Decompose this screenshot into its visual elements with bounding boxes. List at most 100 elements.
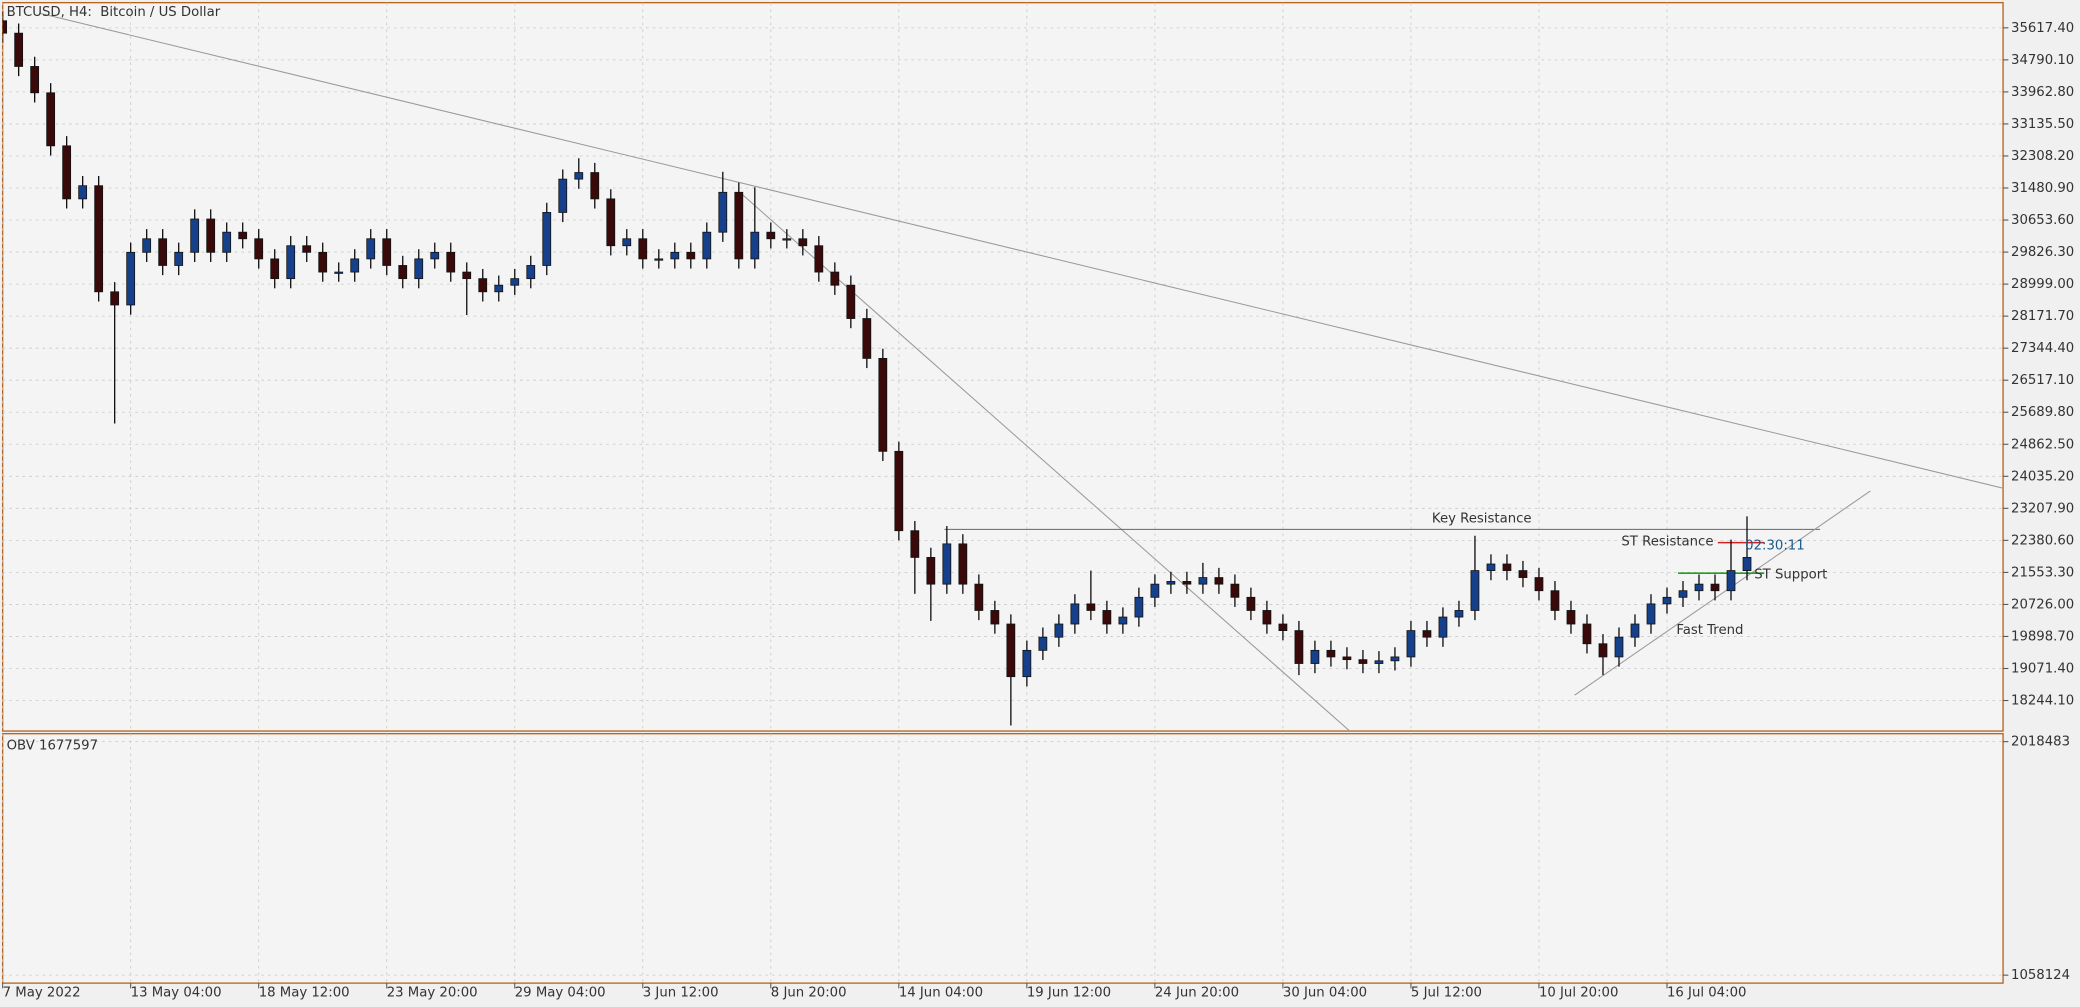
- candle-body: [638, 238, 648, 260]
- candle-body: [718, 191, 728, 233]
- candle-body: [1230, 583, 1240, 598]
- x-tick-label: 24 Jun 20:00: [1155, 985, 1239, 1000]
- candle-body: [190, 218, 200, 253]
- candle-body: [606, 198, 616, 247]
- x-tick-label: 14 Jun 04:00: [899, 985, 983, 1000]
- candle-body: [830, 271, 840, 286]
- candle-body: [1726, 570, 1736, 592]
- candle-body: [2, 20, 8, 34]
- y-tick-label: 1058124: [2011, 968, 2070, 983]
- candle-body: [222, 231, 232, 253]
- obv-panel: [1, 733, 2004, 984]
- candle-body: [286, 245, 296, 280]
- y-tick-label: 18244.10: [2011, 694, 2074, 709]
- candle-body: [798, 238, 808, 247]
- candle-body: [414, 258, 424, 280]
- candle-body: [1566, 610, 1576, 625]
- x-tick-label: 13 May 04:00: [131, 985, 222, 1000]
- x-tick-label: 10 Jul 20:00: [1539, 985, 1618, 1000]
- axes: 35617.40 34790.10 33962.80 33135.50 32308.20…: [2, 21, 2074, 1000]
- candle-body: [622, 238, 632, 247]
- y-tick-label: 35617.40: [2011, 21, 2074, 36]
- candle-body: [1358, 659, 1368, 664]
- candle-body: [990, 610, 1000, 625]
- candle-body: [1614, 636, 1624, 658]
- y-tick-label: 34790.10: [2011, 53, 2074, 68]
- candle-body: [1342, 656, 1352, 661]
- candle-body: [1054, 623, 1064, 638]
- annotation: Fast Trend: [1676, 623, 1743, 638]
- x-tick-label: 3 Jun 12:00: [643, 985, 719, 1000]
- candle-body: [1326, 649, 1336, 658]
- candle-body: [94, 185, 104, 293]
- candle-body: [1454, 610, 1464, 618]
- candle-body: [30, 66, 40, 94]
- candle-body: [1198, 577, 1208, 585]
- drawings: [39, 12, 2004, 732]
- candle-body: [1150, 583, 1160, 598]
- y-tick-label: 28171.70: [2011, 309, 2074, 324]
- candle-body: [1470, 570, 1480, 611]
- candle-body: [1678, 590, 1688, 598]
- timer: 02:30:11: [1745, 538, 1805, 553]
- x-tick-label: 7 May 2022: [3, 985, 81, 1000]
- candle-body: [126, 251, 136, 306]
- y-tick-label: 2018483: [2011, 735, 2070, 750]
- candle-body: [350, 258, 360, 273]
- candle-body: [1438, 616, 1448, 638]
- x-tick-label: 16 Jul 04:00: [1667, 985, 1746, 1000]
- y-tick-label: 19071.40: [2011, 661, 2074, 676]
- candle-body: [734, 191, 744, 260]
- price-panel: [1, 1, 2004, 732]
- candle-body: [558, 178, 568, 213]
- candle-body: [334, 271, 344, 274]
- candle-body: [1374, 660, 1384, 664]
- chart-title: BTCUSD, H4: Bitcoin / US Dollar: [7, 5, 221, 20]
- candle-body: [254, 238, 264, 260]
- candle-body: [238, 231, 248, 240]
- candle-body: [1534, 577, 1544, 592]
- x-tick-label: 23 May 20:00: [387, 985, 478, 1000]
- candle-body: [958, 543, 968, 585]
- candle-body: [302, 245, 312, 253]
- candle-body: [574, 172, 584, 180]
- y-tick-label: 30653.60: [2011, 213, 2074, 228]
- candle-body: [1518, 570, 1528, 578]
- x-tick-label: 19 Jun 12:00: [1027, 985, 1111, 1000]
- candle-body: [1294, 630, 1304, 664]
- candle-body: [1086, 603, 1096, 611]
- candle-body: [366, 238, 376, 260]
- candle-body: [494, 284, 504, 293]
- candle-body: [1646, 603, 1656, 625]
- candle-body: [862, 318, 872, 359]
- candle-body: [750, 231, 760, 260]
- candle-body: [462, 271, 472, 280]
- candle-body: [1118, 616, 1128, 625]
- y-tick-label: 24035.20: [2011, 469, 2074, 484]
- y-tick-label: 21553.30: [2011, 565, 2074, 580]
- candle-body: [78, 185, 88, 200]
- y-tick-label: 33135.50: [2011, 117, 2074, 132]
- candle-body: [142, 238, 152, 253]
- candle-body: [542, 212, 552, 266]
- y-tick-label: 29826.30: [2011, 245, 2074, 260]
- candle-body: [974, 583, 984, 611]
- candle-body: [702, 231, 712, 260]
- candle-body: [1406, 630, 1416, 658]
- candle-body: [478, 278, 488, 293]
- candle-body: [430, 251, 440, 260]
- candle-body: [1134, 596, 1144, 618]
- y-tick-label: 23207.90: [2011, 501, 2074, 516]
- down-trend-line: [742, 194, 1351, 732]
- candle-body: [1102, 610, 1112, 625]
- grid: [2, 2, 2004, 984]
- annotation: Key Resistance: [1432, 512, 1532, 527]
- candle-body: [942, 543, 952, 585]
- annotation: ST Resistance: [1621, 534, 1713, 549]
- y-tick-label: 26517.10: [2011, 373, 2074, 388]
- candle-body: [782, 238, 792, 241]
- candle-body: [1694, 583, 1704, 592]
- candle-body: [526, 265, 536, 280]
